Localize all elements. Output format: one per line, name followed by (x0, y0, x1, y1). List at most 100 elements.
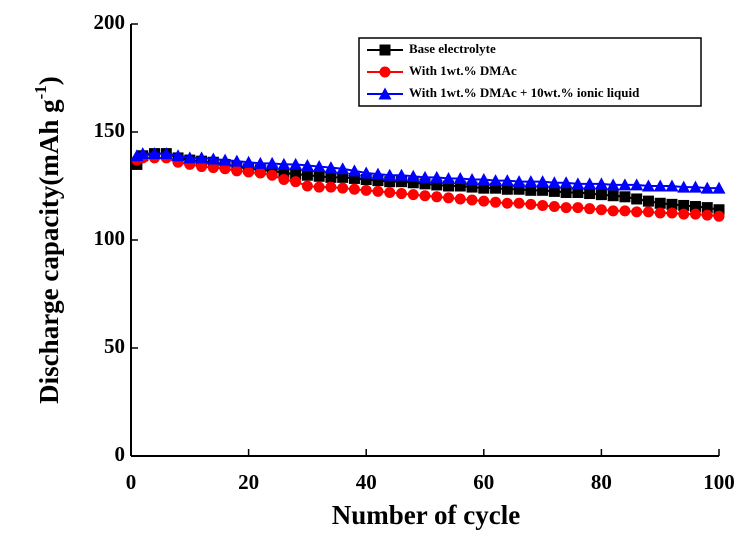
legend-label: Base electrolyte (409, 41, 496, 56)
data-point (395, 188, 407, 200)
data-point (148, 147, 162, 160)
data-point (290, 176, 302, 188)
y-tick-label: 200 (94, 10, 126, 34)
data-point (324, 161, 338, 174)
data-point (666, 207, 678, 219)
data-point (653, 179, 667, 192)
data-point (253, 156, 267, 169)
y-tick-label: 0 (115, 442, 126, 466)
data-point (631, 193, 643, 205)
data-point (219, 163, 231, 175)
data-point (218, 153, 232, 166)
data-point (630, 178, 644, 191)
data-point (677, 180, 691, 193)
data-point (301, 169, 313, 181)
data-point (443, 192, 455, 204)
x-tick-label: 0 (126, 470, 137, 494)
data-point (584, 188, 596, 200)
data-point (289, 157, 303, 170)
data-point (466, 181, 478, 193)
legend-box (358, 37, 702, 107)
data-point (595, 189, 607, 201)
data-point (243, 166, 255, 178)
data-point (442, 171, 456, 184)
data-point (207, 162, 219, 174)
data-point (443, 180, 455, 192)
x-tick-label: 80 (591, 470, 612, 494)
data-point (700, 181, 714, 194)
data-point (606, 178, 620, 191)
data-point (407, 177, 419, 189)
data-point (431, 191, 443, 203)
data-point (490, 196, 502, 208)
data-point (501, 183, 513, 195)
data-point (313, 181, 325, 193)
data-point (688, 180, 702, 193)
data-point (337, 182, 349, 194)
data-point (419, 178, 431, 190)
data-point (325, 171, 337, 183)
data-point (501, 197, 513, 209)
data-point (525, 198, 537, 210)
data-point (665, 179, 679, 192)
data-point (453, 171, 467, 184)
data-point (619, 191, 631, 203)
data-point (678, 208, 690, 220)
data-point (431, 179, 443, 191)
data-point (347, 164, 361, 177)
data-point (478, 195, 490, 207)
data-point (183, 151, 197, 164)
data-point (206, 152, 220, 165)
data-point (512, 175, 526, 188)
data-point (230, 154, 244, 167)
data-point (701, 202, 713, 214)
data-point (547, 176, 561, 189)
data-point (524, 175, 538, 188)
y-axis-label-sup: -1 (31, 85, 50, 99)
data-point (513, 197, 525, 209)
y-tick-label: 50 (104, 334, 125, 358)
x-axis-label: Number of cycle (332, 500, 520, 530)
data-point (607, 205, 619, 217)
data-point (136, 147, 150, 160)
data-point (713, 204, 725, 216)
data-point (701, 209, 713, 221)
data-point (406, 169, 420, 182)
data-point (689, 208, 701, 220)
data-point (266, 169, 278, 181)
data-point (584, 203, 596, 215)
y-tick-label: 150 (94, 118, 126, 142)
x-tick-label: 60 (473, 470, 494, 494)
data-point (454, 193, 466, 205)
data-point (325, 181, 337, 193)
data-point (159, 147, 173, 160)
data-point (571, 177, 585, 190)
data-point (631, 206, 643, 218)
y-axis-label: Discharge capacity(mAh g-1) (31, 76, 64, 404)
data-point (360, 184, 372, 196)
data-point (478, 182, 490, 194)
x-tick-label: 40 (356, 470, 377, 494)
data-point (666, 198, 678, 210)
data-point (418, 170, 432, 183)
data-point (395, 176, 407, 188)
data-point (195, 151, 209, 164)
legend-marker (378, 87, 392, 100)
data-point (394, 168, 408, 181)
data-point (713, 210, 725, 222)
data-point (290, 168, 302, 180)
y-tick-label: 100 (94, 226, 126, 250)
data-point (595, 204, 607, 216)
data-point (301, 180, 313, 192)
data-point (712, 181, 726, 194)
data-point (513, 183, 525, 195)
data-point (465, 173, 479, 186)
data-point (430, 170, 444, 183)
data-point (278, 174, 290, 186)
legend-label: With 1wt.% DMAc (409, 63, 517, 78)
data-point (525, 184, 537, 196)
data-point (231, 165, 243, 177)
data-point (572, 186, 584, 198)
data-point (642, 206, 654, 218)
